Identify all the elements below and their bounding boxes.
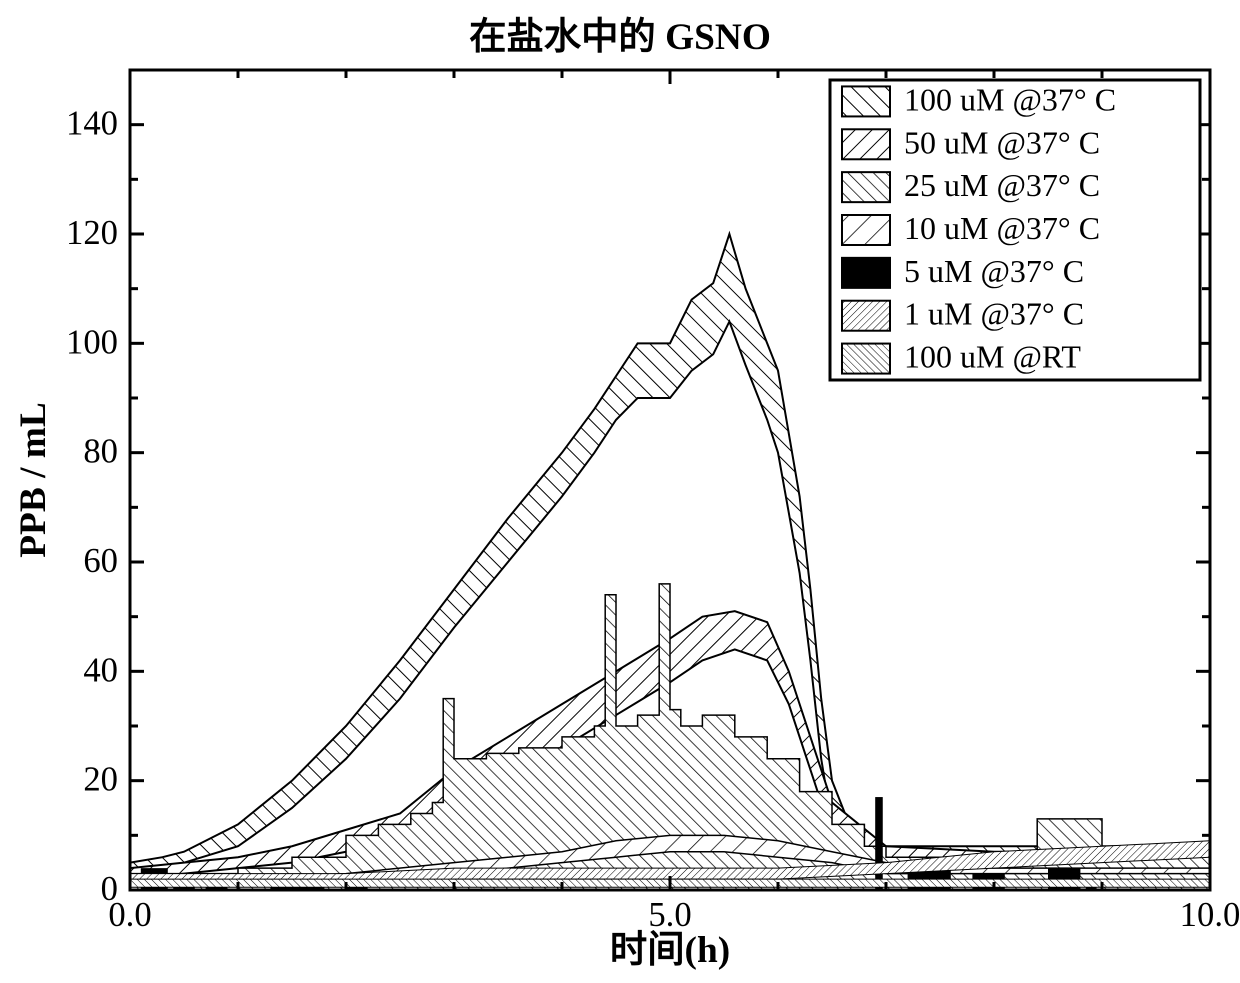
chart-plot: 0.05.010.0时间(h)020406080100120140PPB / m… [0,0,1240,983]
legend-label: 25 uM @37° C [904,167,1100,203]
y-tick-label: 60 [83,542,118,580]
y-tick-label: 0 [101,870,118,908]
legend-swatch [842,172,890,202]
x-tick-label: 5.0 [648,896,691,934]
legend-swatch [842,301,890,331]
legend-swatch [842,258,890,288]
legend-label: 100 uM @RT [904,339,1081,375]
legend-swatch [842,344,890,374]
y-tick-label: 40 [83,651,118,689]
x-tick-label: 10.0 [1180,896,1240,934]
legend-label: 100 uM @37° C [904,81,1116,117]
legend-label: 5 uM @37° C [904,253,1084,289]
series-bar [875,797,883,890]
y-axis-label: PPB / mL [13,402,54,558]
y-tick-label: 120 [66,214,118,252]
chart-title: 在盐水中的 GSNO [0,6,1240,60]
legend-label: 1 uM @37° C [904,296,1084,332]
y-tick-label: 140 [66,105,118,143]
y-tick-label: 100 [66,323,118,361]
legend-swatch [842,129,890,159]
y-tick-label: 20 [83,761,118,799]
legend-label: 10 uM @37° C [904,210,1100,246]
legend-swatch [842,86,890,116]
x-axis-label: 时间(h) [610,929,730,971]
y-tick-label: 80 [83,433,118,471]
legend-label: 50 uM @37° C [904,124,1100,160]
legend-swatch [842,215,890,245]
